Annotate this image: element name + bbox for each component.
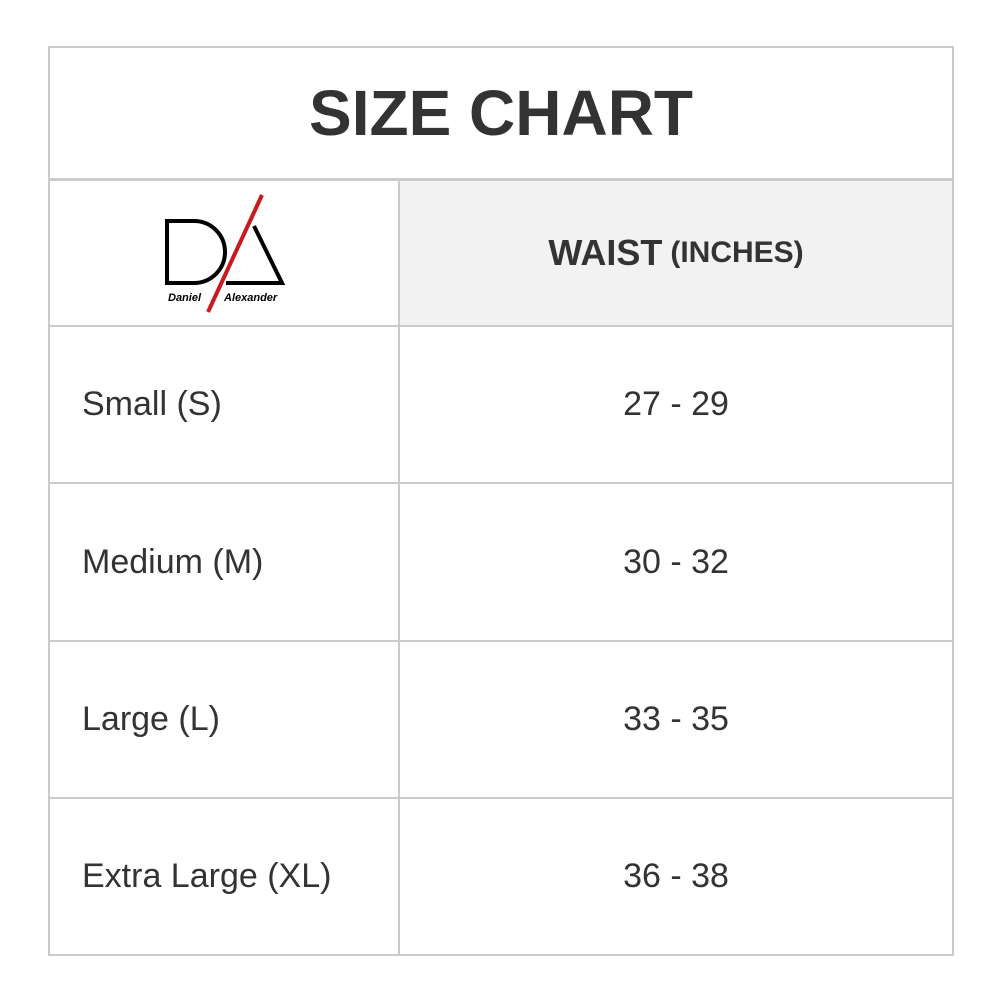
- size-cell: Small (S): [50, 327, 400, 484]
- logo-text-left: Daniel: [168, 292, 202, 304]
- waist-cell: 30 - 32: [400, 484, 952, 642]
- header-label: WAIST: [548, 232, 663, 273]
- size-cell: Extra Large (XL): [50, 799, 400, 954]
- brand-logo-cell: Daniel Alexander: [50, 181, 400, 327]
- waist-column-header: WAIST (INCHES): [400, 181, 952, 327]
- size-chart-table: SIZE CHART Daniel Alexander WAIST (INCHES…: [48, 46, 954, 956]
- size-cell: Medium (M): [50, 484, 400, 642]
- daniel-alexander-logo: Daniel Alexander: [165, 194, 286, 313]
- page-title: SIZE CHART: [50, 48, 952, 181]
- waist-cell: 33 - 35: [400, 642, 952, 799]
- size-cell: Large (L): [50, 642, 400, 799]
- header-unit: (INCHES): [670, 236, 804, 269]
- waist-cell: 27 - 29: [400, 327, 952, 484]
- logo-text-right: Alexander: [223, 292, 278, 304]
- waist-cell: 36 - 38: [623, 857, 729, 895]
